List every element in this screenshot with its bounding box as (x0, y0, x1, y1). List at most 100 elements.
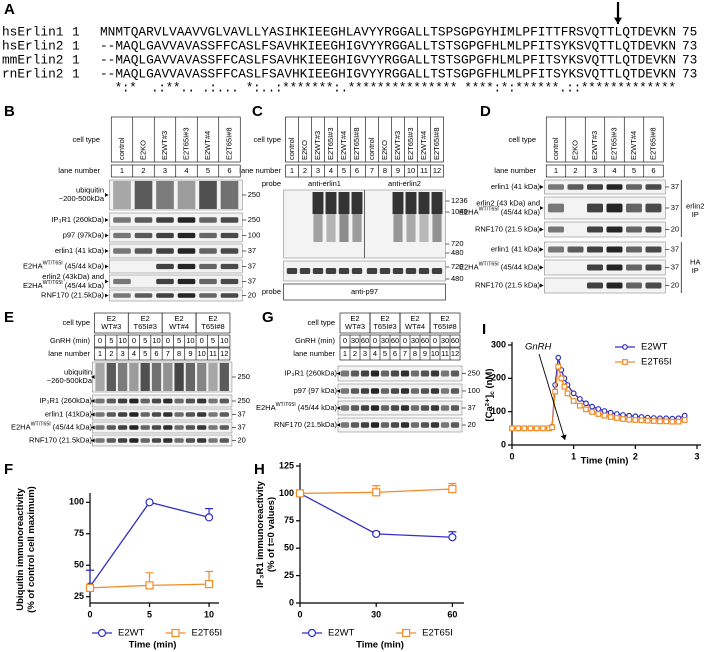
band-label-part: (45/44 kDa) (63, 281, 105, 290)
legend-label: E2WT (641, 342, 668, 353)
marker-label: 37 (237, 422, 245, 431)
marker-label: 480 (451, 274, 464, 283)
row-value: 11 (420, 166, 428, 175)
row-value: 30 (441, 336, 449, 345)
row-value: 1 (290, 166, 294, 175)
group-label: WT#4 (169, 322, 189, 331)
y-tick-label: 100 (69, 497, 84, 507)
marker-label: 1236 (451, 196, 468, 205)
band (220, 263, 239, 270)
band-label-part: E2HA (11, 422, 31, 431)
point (607, 414, 614, 420)
row-value: 9 (396, 166, 400, 175)
smear (351, 192, 363, 214)
row-value: 10 (186, 336, 194, 345)
band (325, 268, 337, 274)
row-value: 2 (303, 166, 307, 175)
band (208, 438, 218, 443)
row-value: 1 (120, 166, 124, 175)
band (420, 388, 430, 394)
panel-letter: H (254, 461, 265, 478)
point (448, 484, 457, 494)
band (156, 217, 174, 223)
band (219, 412, 229, 417)
row-label: lane number (293, 349, 335, 358)
band-label: erlin1 (41 kDa) (491, 244, 541, 253)
band (380, 388, 390, 394)
row-value: 10 (118, 336, 126, 345)
band (380, 422, 390, 428)
band-label: RNF170 (21.5kDa) (29, 435, 92, 444)
legend-label: E2WT (328, 628, 355, 639)
band (410, 370, 420, 377)
smear (393, 214, 403, 242)
row-value: 3 (593, 166, 597, 175)
x-tick-label: 0 (297, 609, 302, 619)
band (645, 246, 662, 253)
band (450, 370, 460, 377)
band (199, 217, 217, 223)
arrow-head (91, 399, 95, 403)
arrow-head (540, 206, 544, 210)
band (440, 388, 450, 394)
row-value: 30 (351, 336, 359, 345)
band (587, 282, 603, 289)
species-name: rnErlin2 (2, 66, 63, 81)
row-value: 3 (121, 349, 125, 358)
band (400, 388, 410, 394)
band (199, 278, 217, 285)
band (95, 398, 105, 404)
band (390, 405, 400, 411)
band (113, 293, 131, 298)
panel-letter: F (4, 461, 13, 478)
y-axis-label: [Ca²⁺]c (nM) (484, 368, 497, 421)
row-value: 4 (373, 349, 377, 358)
group-label: WT#4 (405, 322, 425, 331)
row-value: 0 (200, 336, 204, 345)
band (220, 217, 239, 223)
band (208, 425, 218, 430)
band (390, 388, 400, 394)
row-value: 12 (220, 349, 228, 358)
point (372, 488, 381, 497)
band-label: erlin1 (41 kDa) (55, 246, 105, 255)
marker-label: 20 (671, 224, 679, 233)
group-label: T65I#3 (134, 322, 157, 331)
band (440, 405, 450, 411)
row-label: cell type (62, 318, 90, 327)
band (418, 268, 430, 274)
band (106, 425, 116, 430)
point (552, 388, 559, 395)
y-tick-label: 50 (74, 560, 84, 570)
panel-letter: I (482, 321, 486, 338)
band (208, 412, 218, 417)
row-label: cell type (508, 135, 536, 144)
marker-label: 250 (237, 396, 250, 405)
band (220, 248, 239, 254)
band (95, 438, 105, 443)
cell-type: E2WT#4 (629, 131, 638, 160)
cell-type: control (287, 137, 296, 160)
band (587, 203, 603, 213)
row-value: 0 (373, 336, 377, 345)
cell-type: E2WT#4 (339, 131, 348, 160)
band (606, 184, 623, 190)
residue-start: 1 (72, 66, 80, 81)
cell-type: control (117, 137, 126, 160)
blot-strip (283, 260, 446, 282)
point (583, 406, 589, 413)
marker-label: 720 (451, 239, 464, 248)
probe-name: anti-erlin2 (388, 179, 421, 188)
band (440, 370, 450, 377)
y-tick-label: 100 (491, 406, 506, 416)
y-tick-label: 200 (491, 373, 506, 383)
point (601, 408, 608, 414)
band (220, 232, 239, 239)
marker-label: 1048 (451, 207, 468, 216)
row-value: 60 (451, 336, 459, 345)
band-label: ~200-500kDa (59, 194, 105, 203)
cell-type: E2KO (570, 140, 579, 160)
